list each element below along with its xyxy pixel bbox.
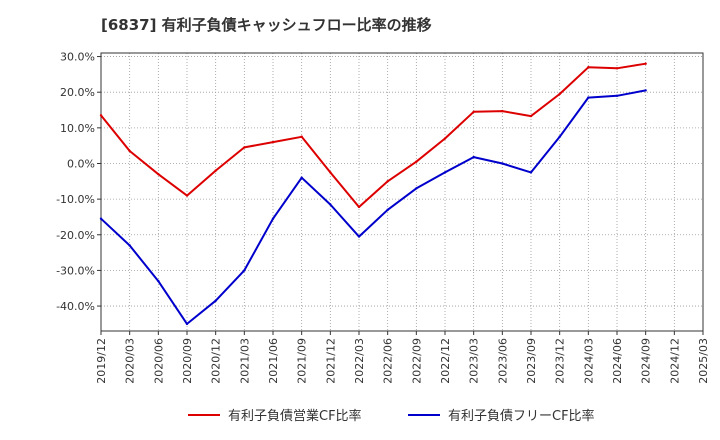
x-tick-label: 2019/12 [95, 338, 108, 384]
series-line-1 [100, 62, 646, 208]
x-tick-label: 2020/12 [210, 338, 223, 384]
series-2-point [386, 208, 389, 212]
series-2-point [157, 279, 160, 283]
series-2-point [529, 171, 533, 174]
x-tick-label: 2023/03 [468, 338, 481, 384]
x-tick-label: 2022/09 [410, 338, 423, 384]
series-1-point [185, 194, 189, 197]
series-1-point [128, 149, 131, 153]
x-tick-label: 2024/06 [611, 338, 624, 384]
series-1-point [501, 109, 504, 113]
legend-label-1: 有利子負債営業CF比率 [228, 408, 362, 424]
x-tick-label: 2021/03 [238, 338, 251, 384]
y-tick-label: -20.0% [56, 229, 95, 242]
x-tick-label: 2024/03 [582, 338, 595, 384]
x-tick-label: 2020/03 [124, 338, 137, 384]
series-2-point [472, 155, 475, 159]
series-2-point [357, 235, 361, 238]
series-1-point [386, 180, 389, 183]
series-2-point [415, 187, 418, 190]
x-tick-label: 2023/09 [525, 338, 538, 384]
series-2-point [558, 135, 561, 138]
series-2-point [300, 176, 303, 179]
series-2-point [501, 162, 504, 165]
x-tick-label: 2021/06 [267, 338, 280, 384]
x-tick-label: 2022/06 [382, 338, 395, 384]
series-2-point [128, 244, 131, 247]
x-tick-label: 2023/06 [496, 338, 509, 384]
series-2-point [185, 322, 189, 326]
series-2-point [443, 171, 447, 174]
x-tick-label: 2022/12 [439, 338, 452, 384]
x-tick-label: 2020/09 [181, 338, 194, 384]
y-tick-label: 10.0% [60, 122, 95, 135]
plot-area [101, 53, 703, 331]
x-tick-label: 2020/06 [152, 338, 165, 384]
x-tick-label: 2023/12 [554, 338, 567, 384]
y-tick-label: -40.0% [56, 300, 95, 313]
series-1-point [529, 114, 533, 118]
x-tick-label: 2025/03 [697, 338, 710, 384]
series-2-point [644, 89, 647, 92]
x-tick-label: 2021/12 [324, 338, 337, 384]
series-1-point [271, 140, 275, 144]
series-1-point [644, 62, 647, 65]
y-tick-label: 30.0% [60, 51, 95, 64]
x-tick-label: 2022/03 [353, 338, 366, 384]
series-1-point [214, 169, 217, 172]
x-tick-label: 2021/09 [296, 338, 309, 384]
plot-frame [100, 52, 704, 332]
y-tick-label: -30.0% [56, 264, 95, 277]
series-2-point [587, 96, 590, 99]
legend-label-2: 有利子負債フリーCF比率 [448, 408, 595, 424]
series-2-point [271, 217, 275, 220]
series-2-point [615, 94, 619, 97]
series-1-point [415, 160, 418, 163]
series-1-point [615, 67, 619, 70]
series-1-point [99, 114, 103, 117]
series-2-point [329, 203, 332, 206]
series-1-point [300, 135, 303, 138]
series-1-point [558, 92, 561, 96]
series-1-point [243, 146, 246, 149]
series-1-point [157, 172, 160, 176]
series-2-point [243, 269, 246, 272]
x-tick-label: 2024/12 [668, 338, 681, 384]
chart-title: [6837] 有利子負債キャッシュフロー比率の推移 [101, 16, 432, 34]
y-tick-label: 20.0% [60, 86, 95, 99]
series-1-point [329, 171, 332, 174]
series-1-point [443, 137, 447, 140]
y-tick-label: -10.0% [56, 193, 95, 206]
x-tick-label: 2024/09 [640, 338, 653, 384]
series-2-point [99, 217, 103, 220]
series-1-point [357, 205, 361, 209]
series-1-point [587, 66, 590, 69]
y-tick-label: 0.0% [67, 157, 95, 170]
series-2-point [214, 299, 217, 302]
series-1-point [472, 110, 475, 114]
series-line-2 [100, 89, 646, 325]
